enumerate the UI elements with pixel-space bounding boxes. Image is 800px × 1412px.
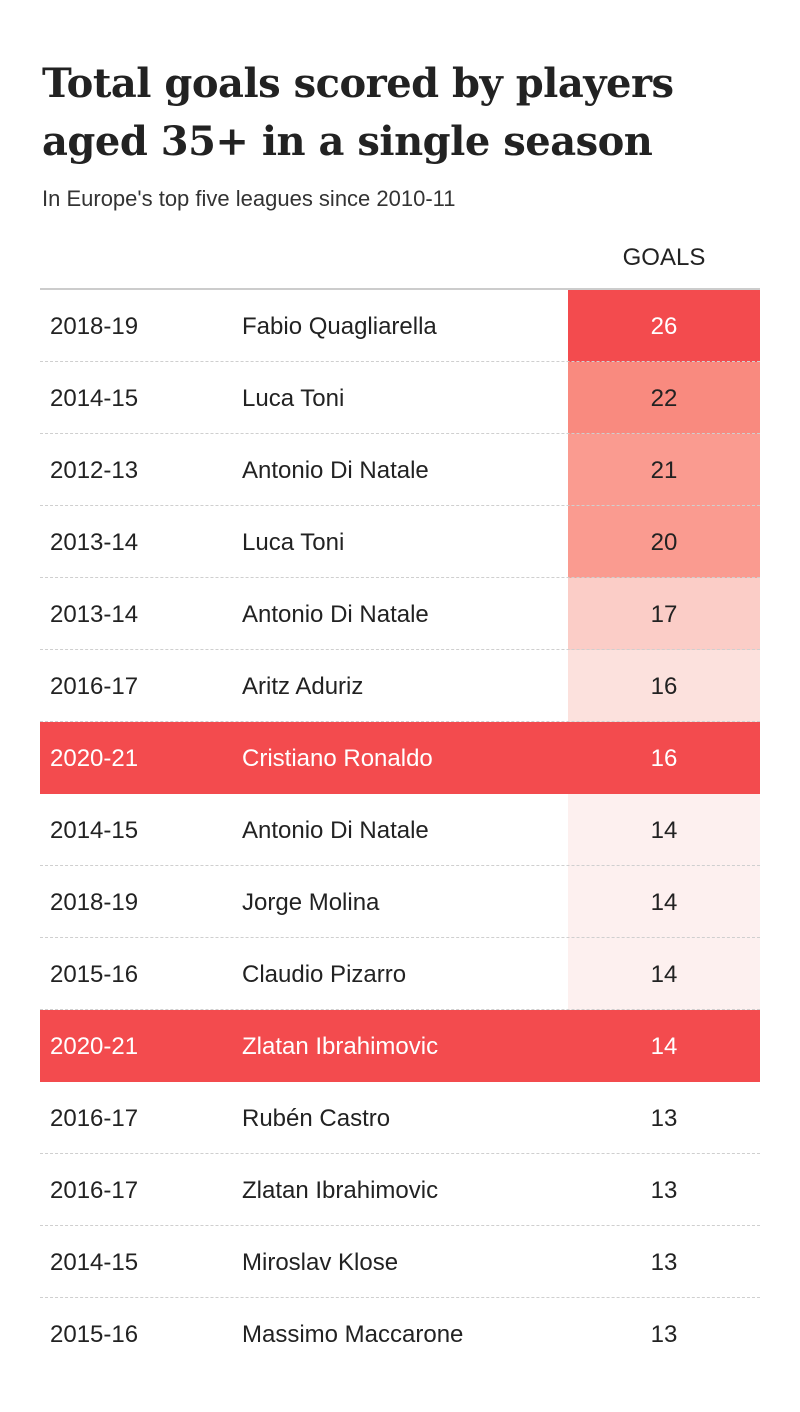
- season-cell: 2013-14: [50, 601, 139, 628]
- table-row: 2013-14 Luca Toni 20: [40, 506, 760, 578]
- goals-cell: 14: [568, 794, 760, 866]
- player-cell: Claudio Pizarro: [242, 961, 407, 988]
- goals-column-header: GOALS: [622, 244, 706, 271]
- table-row: 2020-21 Zlatan Ibrahimovic 14: [40, 1010, 760, 1082]
- player-cell: Miroslav Klose: [242, 1249, 399, 1276]
- player-cell: Luca Toni: [242, 385, 345, 412]
- chart-subtitle: In Europe's top five leagues since 2010-…: [42, 186, 456, 211]
- table-row: 2020-21 Cristiano Ronaldo 16: [40, 722, 760, 794]
- player-cell: Antonio Di Natale: [242, 601, 429, 628]
- goals-cell: 14: [650, 1033, 678, 1060]
- goals-cell: 13: [568, 1226, 760, 1298]
- table-row: 2016-17 Rubén Castro 13: [40, 1082, 760, 1154]
- table-row: 2014-15 Antonio Di Natale 14: [40, 794, 760, 866]
- table-row: 2016-17 Aritz Aduriz 16: [40, 650, 760, 722]
- goals-cell: 13: [568, 1154, 760, 1226]
- table-row: 2015-16 Claudio Pizarro 14: [40, 938, 760, 1010]
- table-row: 2015-16 Massimo Maccarone 13: [40, 1298, 760, 1370]
- season-cell: 2013-14: [50, 529, 139, 556]
- season-cell: 2012-13: [50, 457, 139, 484]
- goals-cell: 22: [568, 362, 760, 434]
- player-cell: Massimo Maccarone: [242, 1321, 464, 1348]
- goals-cell: 14: [568, 866, 760, 938]
- table-row: 2018-19 Fabio Quagliarella 26: [40, 290, 760, 362]
- goals-cell: 20: [568, 506, 760, 578]
- season-cell: 2018-19: [50, 889, 139, 916]
- season-cell: 2014-15: [50, 385, 139, 412]
- player-cell: Antonio Di Natale: [242, 817, 429, 844]
- table-row: 2016-17 Zlatan Ibrahimovic 13: [40, 1154, 760, 1226]
- season-cell: 2015-16: [50, 961, 139, 988]
- season-cell: 2015-16: [50, 1321, 139, 1348]
- table-row: 2013-14 Antonio Di Natale 17: [40, 578, 760, 650]
- table-row: 2012-13 Antonio Di Natale 21: [40, 434, 760, 506]
- player-cell: Jorge Molina: [242, 889, 380, 916]
- table-row: 2014-15 Luca Toni 22: [40, 362, 760, 434]
- season-cell: 2014-15: [50, 1249, 139, 1276]
- season-cell: 2016-17: [50, 1177, 139, 1204]
- player-cell: Cristiano Ronaldo: [242, 745, 433, 772]
- goals-cell: 16: [568, 650, 760, 722]
- season-cell: 2020-21: [50, 1033, 139, 1060]
- season-cell: 2018-19: [50, 313, 139, 340]
- goals-cell: 17: [568, 578, 760, 650]
- goals-cell: 21: [568, 434, 760, 506]
- season-cell: 2020-21: [50, 745, 139, 772]
- season-cell: 2014-15: [50, 817, 139, 844]
- goals-cell: 16: [650, 745, 678, 772]
- player-cell: Antonio Di Natale: [242, 457, 429, 484]
- player-cell: Rubén Castro: [242, 1105, 391, 1132]
- goals-cell: 26: [568, 290, 760, 362]
- player-cell: Fabio Quagliarella: [242, 313, 437, 340]
- player-cell: Zlatan Ibrahimovic: [242, 1033, 439, 1060]
- goals-cell: 14: [568, 938, 760, 1010]
- goals-table: 2018-19 Fabio Quagliarella 26 2014-15 Luca T…: [40, 288, 760, 1370]
- season-cell: 2016-17: [50, 1105, 139, 1132]
- table-row: 2014-15 Miroslav Klose 13: [40, 1226, 760, 1298]
- table-row: 2018-19 Jorge Molina 14: [40, 866, 760, 938]
- goals-cell: 13: [568, 1082, 760, 1154]
- player-cell: Luca Toni: [242, 529, 345, 556]
- goals-cell: 13: [568, 1298, 760, 1370]
- player-cell: Zlatan Ibrahimovic: [242, 1177, 439, 1204]
- player-cell: Aritz Aduriz: [242, 673, 364, 700]
- season-cell: 2016-17: [50, 673, 139, 700]
- chart-title: Total goals scored by players aged 35+ i…: [42, 60, 674, 165]
